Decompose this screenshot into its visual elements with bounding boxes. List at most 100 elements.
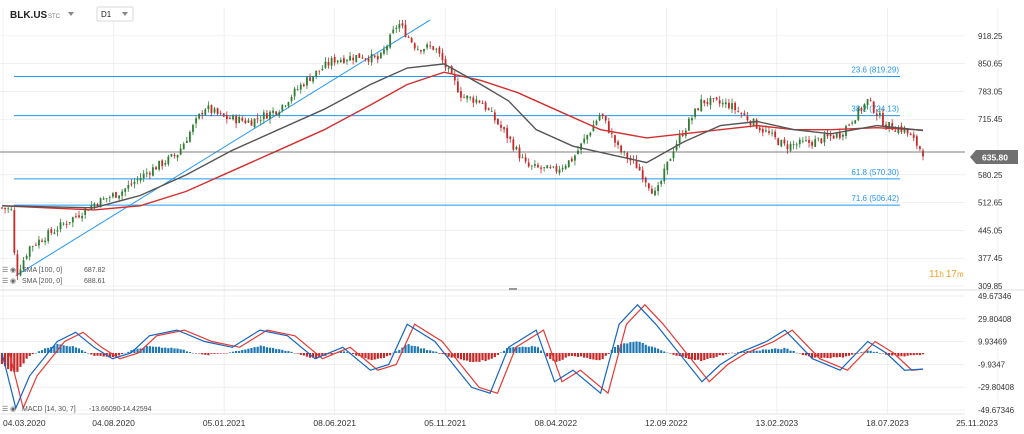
candle-body <box>460 91 462 98</box>
histogram-bar <box>564 353 567 358</box>
candle-body <box>681 133 684 137</box>
sma-100-name: SMA [100, 0] <box>22 267 62 274</box>
candle-body <box>897 127 900 134</box>
histogram-bar <box>583 353 586 358</box>
candle-body <box>527 162 530 167</box>
resize-handle[interactable] <box>509 288 517 290</box>
symbol-dropdown[interactable] <box>68 12 74 16</box>
histogram-bar <box>641 342 644 353</box>
candle-body <box>161 160 164 167</box>
macd-tick-label: -29.80408 <box>978 383 1015 392</box>
interval-label: D1 <box>101 10 112 19</box>
candle-body <box>586 135 589 140</box>
macd-signal-value: -14.42594 <box>120 406 152 413</box>
histogram-bar <box>96 353 99 356</box>
candle-body <box>244 120 247 124</box>
histogram-bar <box>429 350 432 353</box>
sma-100-legend[interactable]: ☰ ◉ SMA [100, 0] 687.82 <box>2 267 106 274</box>
histogram-bar <box>903 353 906 357</box>
histogram-bar <box>207 353 210 356</box>
candle-body <box>842 134 844 137</box>
histogram-bar <box>536 347 540 353</box>
histogram-bar <box>715 353 718 357</box>
histogram-bar <box>293 352 296 354</box>
macd-legend[interactable]: ☰ ◉ MACD [14, 30, 7] -13.66090 -14.42594 <box>2 406 152 413</box>
candle-body <box>404 24 407 37</box>
histogram-bar <box>897 353 900 357</box>
histogram-bar <box>758 350 761 353</box>
sma-100-line[interactable] <box>1 63 924 209</box>
candle-body <box>780 140 783 147</box>
candle-body <box>592 124 595 132</box>
candle-body <box>96 204 99 207</box>
histogram-bar <box>727 353 731 354</box>
sma-200-line[interactable] <box>1 71 924 211</box>
histogram-bar <box>909 353 912 356</box>
list-icon: ☰ <box>2 267 8 274</box>
macd-axis[interactable]: 49.67346 29.80408 9.93469 -9.9347 -29.80408 -… <box>978 292 1015 415</box>
candle-body <box>376 56 379 60</box>
candle-body <box>407 37 410 38</box>
histogram-bar <box>265 347 269 353</box>
fib-level-label: 61.8 (570.30) <box>851 168 899 177</box>
candle-body <box>712 98 715 99</box>
candle-body <box>321 68 324 71</box>
candle-body <box>13 210 16 253</box>
candle-body <box>811 141 814 146</box>
candle-body <box>589 132 592 136</box>
histogram-bar <box>447 353 450 357</box>
histogram-bar <box>912 353 915 356</box>
candle-body <box>438 47 441 54</box>
histogram-bar <box>225 353 228 354</box>
histogram-bar <box>844 353 848 357</box>
candle-body <box>475 99 478 103</box>
histogram-bar <box>392 352 395 354</box>
histogram-bar <box>792 350 795 353</box>
symbol-label[interactable]: BLK.US <box>10 10 48 21</box>
histogram-bar <box>666 352 669 354</box>
candle-body <box>882 112 884 126</box>
candle-body <box>68 222 71 224</box>
histogram-bar <box>68 346 71 353</box>
sma-100-value: 687.82 <box>84 267 106 274</box>
candle-body <box>755 119 758 129</box>
histogram-bar <box>71 346 74 353</box>
histogram-bar <box>145 346 148 353</box>
histogram-bar <box>244 349 247 353</box>
histogram-bar <box>161 347 164 353</box>
fibonacci-levels[interactable]: 23.6 (819.29) 38.2 (724.13) 61.8 (570.30) 7… <box>14 66 900 206</box>
histogram-bar <box>921 353 925 355</box>
price-axis[interactable]: 918.25 850.65 783.05 715.45 580.25 512.65 445.… <box>978 32 1003 291</box>
price-tick-label: 309.85 <box>978 282 1003 291</box>
candle-body <box>614 135 616 143</box>
candle-body <box>309 77 311 81</box>
histogram-bar <box>318 353 321 358</box>
price-tick-label: 918.25 <box>978 32 1003 41</box>
histogram-bar <box>167 348 170 353</box>
histogram-bar <box>222 353 225 354</box>
candle-body <box>213 108 216 113</box>
candle-body <box>789 143 792 151</box>
eye-icon: ◉ <box>10 267 16 274</box>
trend-line[interactable] <box>15 19 431 277</box>
candle-body <box>823 134 826 143</box>
candle-body <box>164 163 167 165</box>
candle-body <box>355 55 358 62</box>
candle-body <box>210 105 213 113</box>
candle-body <box>59 222 62 230</box>
histogram-bar <box>672 353 675 355</box>
histogram-bar <box>881 353 885 354</box>
candle-body <box>740 113 743 114</box>
histogram-bar <box>851 353 854 355</box>
candle-body <box>185 140 188 143</box>
time-axis[interactable]: 04.03.2020 04.08.2020 05.01.2021 08.06.2021… <box>3 418 998 428</box>
candle-body <box>672 151 675 159</box>
candle-body <box>115 192 117 198</box>
histogram-bar <box>860 352 863 353</box>
candle-body <box>506 127 509 139</box>
interval-select[interactable]: D1 <box>96 6 134 22</box>
candle-body <box>44 240 47 243</box>
price-tick-label: 715.45 <box>978 115 1003 124</box>
sma-200-legend[interactable]: ☰ ◉ SMA [200, 0] 688.61 <box>2 278 106 285</box>
